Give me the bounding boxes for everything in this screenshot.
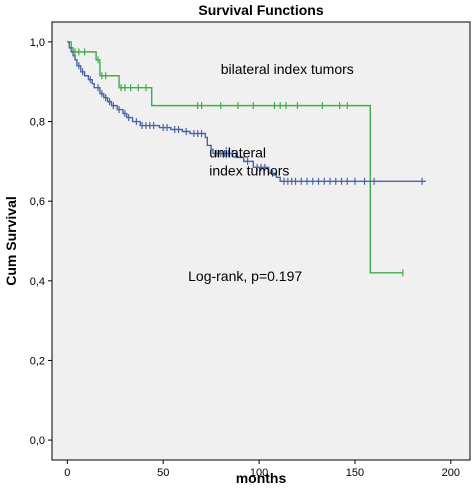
annotation-bilateral: bilateral index tumors	[221, 61, 354, 77]
y-tick-label: 0,2	[30, 355, 45, 367]
annotation-unilateral: unilateral index tumors	[209, 144, 289, 178]
x-tick-label: 150	[346, 467, 364, 479]
axes: 0,0 0,2 0,4 0,6 0,8 1,0 0 50 100 150 200	[30, 37, 460, 479]
series-group	[67, 41, 426, 277]
y-tick-label: 1,0	[30, 37, 45, 49]
x-tick-label: 50	[157, 467, 169, 479]
y-axis-title: Cum Survival	[3, 196, 19, 285]
y-tick-label: 0,0	[30, 435, 45, 447]
y-tick-label: 0,4	[30, 276, 45, 288]
series-line-bilateral	[67, 41, 403, 274]
y-tick-label: 0,6	[30, 196, 45, 208]
x-tick-label: 200	[442, 467, 460, 479]
annotations: bilateral index tumors unilateral index tu…	[188, 61, 354, 284]
chart-title: Survival Functions	[198, 2, 323, 18]
x-tick-label: 0	[64, 467, 70, 479]
x-axis-title: months	[236, 470, 287, 486]
series-line-unilateral	[67, 41, 426, 182]
y-tick-label: 0,8	[30, 117, 45, 129]
plot-area	[51, 21, 471, 461]
x-tick-label: 100	[250, 467, 268, 479]
annotation-logrank: Log-rank, p=0.197	[188, 268, 302, 284]
